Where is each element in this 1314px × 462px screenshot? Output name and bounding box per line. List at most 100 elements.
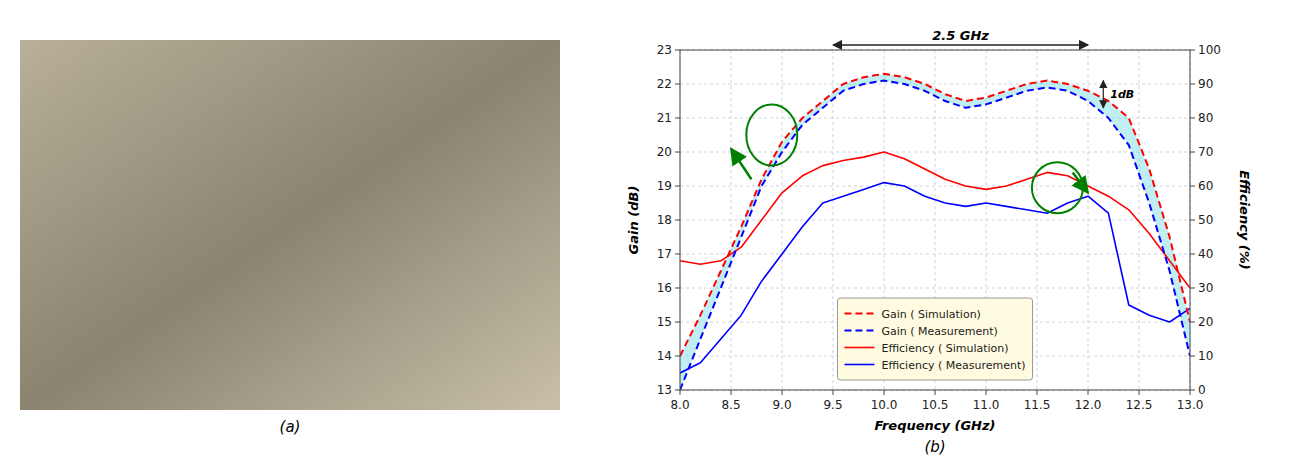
x-tick-label: 10.5 bbox=[922, 398, 949, 412]
y2-tick bbox=[1190, 288, 1195, 289]
x-tick-label: 13.0 bbox=[1177, 398, 1204, 412]
legend-swatch bbox=[844, 347, 874, 349]
data-area bbox=[680, 74, 1190, 390]
legend-entry: Gain ( Measurement) bbox=[881, 325, 997, 338]
legend-entry: Efficiency ( Measurement) bbox=[881, 359, 1025, 372]
y-tick bbox=[675, 186, 680, 187]
x-tick-label: 10.0 bbox=[871, 398, 898, 412]
x-tick bbox=[782, 390, 783, 395]
y2-tick bbox=[1190, 152, 1195, 153]
annotations: 2.5 GHz 1dB (a) (b) bbox=[280, 28, 1135, 456]
y-tick bbox=[675, 152, 680, 153]
y-tick-label: 15 bbox=[657, 315, 672, 329]
x-tick-label: 12.5 bbox=[1126, 398, 1153, 412]
legend-swatch bbox=[844, 330, 874, 332]
y2-tick-label: 50 bbox=[1198, 213, 1213, 227]
y2-tick-label: 90 bbox=[1198, 77, 1213, 91]
highlight-ellipse bbox=[746, 104, 797, 165]
y2-tick-label: 0 bbox=[1198, 383, 1206, 397]
x-tick bbox=[680, 390, 681, 395]
x-tick-label: 9.5 bbox=[823, 398, 842, 412]
y2-tick-label: 40 bbox=[1198, 247, 1213, 261]
y-tick bbox=[675, 288, 680, 289]
panel-label: (a) bbox=[280, 418, 301, 436]
panel-label: (b) bbox=[924, 438, 945, 456]
y-tick-label: 17 bbox=[657, 247, 672, 261]
y2-tick-label: 30 bbox=[1198, 281, 1213, 295]
y2-tick bbox=[1190, 322, 1195, 323]
grid-line bbox=[680, 254, 1190, 255]
x-tick bbox=[833, 390, 834, 395]
legend: Gain ( Simulation) Gain ( Measurement) Eff… bbox=[837, 298, 1032, 380]
plot-frame bbox=[680, 50, 1190, 390]
y2-tick-label: 70 bbox=[1198, 145, 1213, 159]
highlight-arrow bbox=[1073, 172, 1088, 192]
y-tick bbox=[675, 84, 680, 85]
y2-tick-label: 100 bbox=[1198, 43, 1221, 57]
photo-placeholder bbox=[20, 40, 560, 410]
y-tick bbox=[675, 322, 680, 323]
legend-swatch bbox=[844, 313, 874, 315]
y-tick bbox=[675, 220, 680, 221]
y-tick-label: 21 bbox=[657, 111, 672, 125]
plot-background bbox=[680, 50, 1190, 390]
annotation-text: 2.5 GHz bbox=[932, 28, 989, 43]
x-tick-label: 8.5 bbox=[721, 398, 740, 412]
x-tick-label: 11.0 bbox=[973, 398, 1000, 412]
highlight-arrow bbox=[731, 149, 751, 180]
y-tick bbox=[675, 390, 680, 391]
x-tick bbox=[986, 390, 987, 395]
grid-line bbox=[680, 220, 1190, 221]
x-tick bbox=[1037, 390, 1038, 395]
gain-band bbox=[680, 74, 1190, 390]
legend-box bbox=[837, 298, 1032, 380]
y-tick bbox=[675, 254, 680, 255]
x-tick bbox=[1139, 390, 1140, 395]
highlight-ellipse bbox=[1032, 162, 1083, 213]
span-arrow bbox=[833, 44, 1088, 46]
y2-tick bbox=[1190, 84, 1195, 85]
y2-tick bbox=[1190, 118, 1195, 119]
figure: 8.08.59.09.510.010.511.011.512.012.513.0… bbox=[0, 0, 1314, 462]
y2-axis-label: Efficiency (%) bbox=[1237, 170, 1252, 270]
x-tick bbox=[1088, 390, 1089, 395]
y2-tick-label: 20 bbox=[1198, 315, 1213, 329]
y-tick-label: 14 bbox=[657, 349, 672, 363]
y2-tick bbox=[1190, 390, 1195, 391]
y2-tick bbox=[1190, 220, 1195, 221]
series-line bbox=[680, 81, 1190, 390]
y2-tick bbox=[1190, 356, 1195, 357]
span-arrow bbox=[1103, 81, 1104, 108]
y2-tick bbox=[1190, 50, 1195, 51]
x-tick bbox=[884, 390, 885, 395]
series-line bbox=[680, 152, 1190, 288]
axes: 8.08.59.09.510.010.511.011.512.012.513.0… bbox=[657, 43, 1221, 412]
y-tick-label: 13 bbox=[657, 383, 672, 397]
legend-entry: Gain ( Simulation) bbox=[881, 308, 980, 321]
y2-tick-label: 60 bbox=[1198, 179, 1213, 193]
y-tick bbox=[675, 118, 680, 119]
y-tick-label: 20 bbox=[657, 145, 672, 159]
y2-tick bbox=[1190, 186, 1195, 187]
x-axis-label: Frequency (GHz) bbox=[874, 418, 995, 433]
series-line bbox=[680, 183, 1190, 373]
series-line bbox=[680, 74, 1190, 356]
grid-line bbox=[680, 186, 1190, 187]
grid bbox=[680, 50, 1190, 390]
y-tick bbox=[675, 50, 680, 51]
y-tick-label: 18 bbox=[657, 213, 672, 227]
y2-tick bbox=[1190, 254, 1195, 255]
grid-line bbox=[680, 84, 1190, 85]
y-tick-label: 23 bbox=[657, 43, 672, 57]
legend-entry: Efficiency ( Simulation) bbox=[881, 342, 1008, 355]
x-tick bbox=[1190, 390, 1191, 395]
grid-line bbox=[680, 152, 1190, 153]
x-tick-label: 8.0 bbox=[670, 398, 689, 412]
x-tick bbox=[935, 390, 936, 395]
y-tick-label: 22 bbox=[657, 77, 672, 91]
y-tick-label: 16 bbox=[657, 281, 672, 295]
annotation-text: 1dB bbox=[1110, 88, 1134, 101]
x-tick bbox=[731, 390, 732, 395]
y-tick-label: 19 bbox=[657, 179, 672, 193]
legend-swatch bbox=[844, 364, 874, 366]
